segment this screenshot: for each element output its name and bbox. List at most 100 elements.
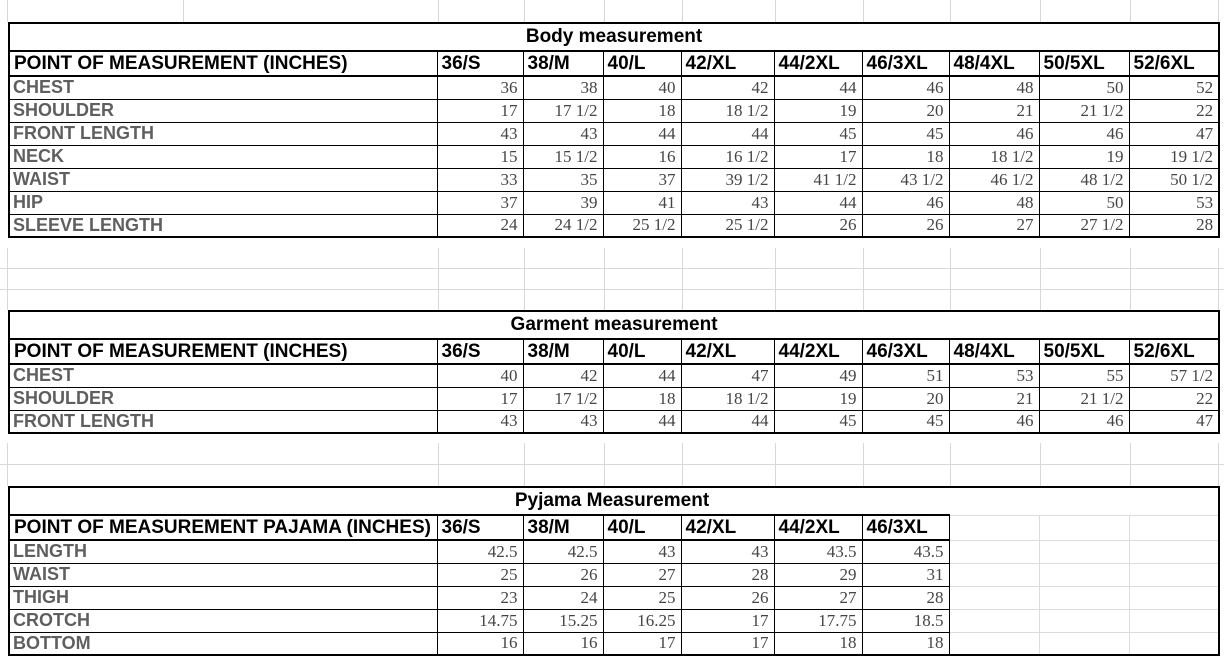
- value-cell[interactable]: 36: [436, 75, 524, 100]
- size-header-cell[interactable]: 52/6XL: [1128, 338, 1220, 365]
- value-cell[interactable]: 18 1/2: [680, 98, 775, 123]
- value-cell[interactable]: 53: [1128, 190, 1220, 215]
- empty-cell[interactable]: [1128, 608, 1220, 633]
- size-header-cell[interactable]: 40/L: [602, 514, 682, 541]
- value-cell[interactable]: 39: [522, 190, 604, 215]
- size-header-cell[interactable]: 42/XL: [680, 338, 775, 365]
- value-cell[interactable]: 37: [602, 167, 682, 192]
- value-cell[interactable]: 26: [861, 213, 950, 238]
- size-header-cell[interactable]: 46/3XL: [861, 50, 950, 77]
- value-cell[interactable]: 42: [680, 75, 775, 100]
- value-cell[interactable]: 44: [602, 409, 682, 434]
- row-label[interactable]: SLEEVE LENGTH: [8, 213, 438, 238]
- size-header-cell[interactable]: 50/5XL: [1038, 50, 1130, 77]
- value-cell[interactable]: 45: [861, 121, 950, 146]
- value-cell[interactable]: 46: [1038, 121, 1130, 146]
- size-header-cell[interactable]: 46/3XL: [861, 338, 950, 365]
- size-header-cell[interactable]: 46/3XL: [861, 514, 950, 541]
- value-cell[interactable]: 17: [602, 631, 682, 656]
- value-cell[interactable]: 44: [680, 121, 775, 146]
- value-cell[interactable]: 43: [602, 539, 682, 564]
- value-cell[interactable]: 18: [861, 631, 950, 656]
- value-cell[interactable]: 18 1/2: [948, 144, 1040, 169]
- value-cell[interactable]: 43: [436, 409, 524, 434]
- value-cell[interactable]: 33: [436, 167, 524, 192]
- value-cell[interactable]: 24: [522, 585, 604, 610]
- empty-cell[interactable]: [1038, 608, 1130, 633]
- value-cell[interactable]: 23: [436, 585, 524, 610]
- value-cell[interactable]: 46 1/2: [948, 167, 1040, 192]
- value-cell[interactable]: 16: [602, 144, 682, 169]
- value-cell[interactable]: 46: [861, 75, 950, 100]
- value-cell[interactable]: 43: [522, 121, 604, 146]
- value-cell[interactable]: 16 1/2: [680, 144, 775, 169]
- value-cell[interactable]: 27: [773, 585, 863, 610]
- value-cell[interactable]: 43.5: [773, 539, 863, 564]
- empty-cell[interactable]: [1128, 585, 1220, 610]
- value-cell[interactable]: 50 1/2: [1128, 167, 1220, 192]
- value-cell[interactable]: 46: [861, 190, 950, 215]
- size-header-cell[interactable]: 44/2XL: [773, 338, 863, 365]
- value-cell[interactable]: 19 1/2: [1128, 144, 1220, 169]
- empty-cell[interactable]: [948, 539, 1040, 564]
- value-cell[interactable]: 47: [1128, 121, 1220, 146]
- size-header-cell[interactable]: 38/M: [522, 50, 604, 77]
- empty-cell[interactable]: [1038, 562, 1130, 587]
- value-cell[interactable]: 47: [1128, 409, 1220, 434]
- row-label[interactable]: CHEST: [8, 363, 438, 388]
- row-label[interactable]: CROTCH: [8, 608, 438, 633]
- value-cell[interactable]: 46: [948, 121, 1040, 146]
- value-cell[interactable]: 18: [773, 631, 863, 656]
- value-cell[interactable]: 48 1/2: [1038, 167, 1130, 192]
- value-cell[interactable]: 38: [522, 75, 604, 100]
- value-cell[interactable]: 17.75: [773, 608, 863, 633]
- value-cell[interactable]: 44: [773, 190, 863, 215]
- value-cell[interactable]: 19: [773, 386, 863, 411]
- value-cell[interactable]: 28: [1128, 213, 1220, 238]
- value-cell[interactable]: 53: [948, 363, 1040, 388]
- value-cell[interactable]: 15: [436, 144, 524, 169]
- value-cell[interactable]: 18: [861, 144, 950, 169]
- value-cell[interactable]: 41: [602, 190, 682, 215]
- value-cell[interactable]: 21: [948, 386, 1040, 411]
- row-label[interactable]: CHEST: [8, 75, 438, 100]
- row-label[interactable]: WAIST: [8, 167, 438, 192]
- value-cell[interactable]: 40: [436, 363, 524, 388]
- value-cell[interactable]: 50: [1038, 190, 1130, 215]
- value-cell[interactable]: 46: [948, 409, 1040, 434]
- header-label-cell[interactable]: POINT OF MEASUREMENT PAJAMA (INCHES): [8, 514, 438, 541]
- row-label[interactable]: WAIST: [8, 562, 438, 587]
- value-cell[interactable]: 19: [1038, 144, 1130, 169]
- value-cell[interactable]: 17 1/2: [522, 98, 604, 123]
- value-cell[interactable]: 21 1/2: [1038, 386, 1130, 411]
- empty-cell[interactable]: [1128, 514, 1220, 541]
- size-header-cell[interactable]: 48/4XL: [948, 50, 1040, 77]
- size-header-cell[interactable]: 40/L: [602, 50, 682, 77]
- value-cell[interactable]: 17: [680, 631, 775, 656]
- value-cell[interactable]: 37: [436, 190, 524, 215]
- size-header-cell[interactable]: 40/L: [602, 338, 682, 365]
- value-cell[interactable]: 17 1/2: [522, 386, 604, 411]
- value-cell[interactable]: 47: [680, 363, 775, 388]
- size-header-cell[interactable]: 48/4XL: [948, 338, 1040, 365]
- value-cell[interactable]: 19: [773, 98, 863, 123]
- value-cell[interactable]: 24: [436, 213, 524, 238]
- size-header-cell[interactable]: 38/M: [522, 338, 604, 365]
- value-cell[interactable]: 44: [773, 75, 863, 100]
- value-cell[interactable]: 35: [522, 167, 604, 192]
- size-header-cell[interactable]: 36/S: [436, 50, 524, 77]
- value-cell[interactable]: 26: [773, 213, 863, 238]
- value-cell[interactable]: 39 1/2: [680, 167, 775, 192]
- value-cell[interactable]: 16.25: [602, 608, 682, 633]
- value-cell[interactable]: 42: [522, 363, 604, 388]
- value-cell[interactable]: 27: [602, 562, 682, 587]
- value-cell[interactable]: 45: [773, 409, 863, 434]
- value-cell[interactable]: 18 1/2: [680, 386, 775, 411]
- value-cell[interactable]: 44: [602, 363, 682, 388]
- row-label[interactable]: THIGH: [8, 585, 438, 610]
- value-cell[interactable]: 44: [602, 121, 682, 146]
- value-cell[interactable]: 16: [522, 631, 604, 656]
- row-label[interactable]: SHOULDER: [8, 98, 438, 123]
- value-cell[interactable]: 17: [773, 144, 863, 169]
- value-cell[interactable]: 20: [861, 386, 950, 411]
